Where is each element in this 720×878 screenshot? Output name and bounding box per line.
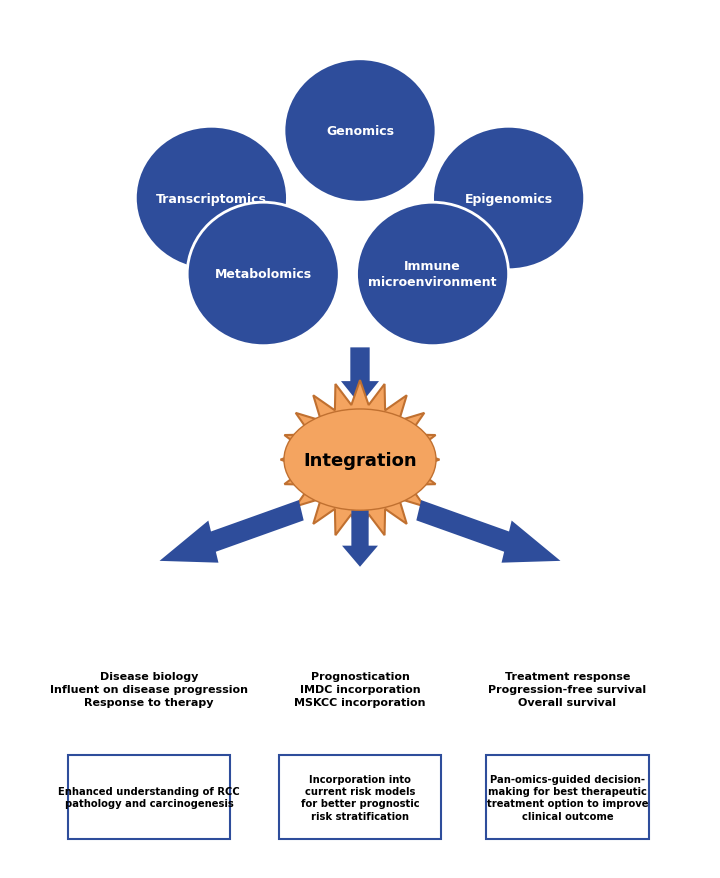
Ellipse shape	[356, 203, 508, 346]
Text: Pan-omics-guided decision-
making for best therapeutic
treatment option to impro: Pan-omics-guided decision- making for be…	[487, 774, 648, 821]
Text: Epigenomics: Epigenomics	[464, 192, 553, 205]
Text: Integration: Integration	[303, 451, 417, 469]
Text: Metabolomics: Metabolomics	[215, 268, 312, 281]
Text: Treatment response
Progression-free survival
Overall survival: Treatment response Progression-free surv…	[488, 671, 647, 707]
Polygon shape	[342, 511, 378, 567]
Polygon shape	[416, 500, 560, 563]
Polygon shape	[281, 381, 439, 539]
Text: Transcriptomics: Transcriptomics	[156, 192, 267, 205]
FancyBboxPatch shape	[68, 755, 230, 839]
FancyBboxPatch shape	[279, 755, 441, 839]
Text: Disease biology
Influent on disease progression
Response to therapy: Disease biology Influent on disease prog…	[50, 671, 248, 707]
Ellipse shape	[135, 127, 287, 270]
Text: Enhanced understanding of RCC
pathology and carcinogenesis: Enhanced understanding of RCC pathology …	[58, 786, 240, 809]
Ellipse shape	[187, 203, 339, 346]
Text: Prognostication
IMDC incorporation
MSKCC incorporation: Prognostication IMDC incorporation MSKCC…	[294, 671, 426, 707]
Polygon shape	[341, 348, 379, 406]
FancyBboxPatch shape	[486, 755, 649, 839]
Ellipse shape	[433, 127, 585, 270]
Text: Incorporation into
current risk models
for better prognostic
risk stratification: Incorporation into current risk models f…	[301, 774, 419, 821]
Text: Genomics: Genomics	[326, 125, 394, 138]
Ellipse shape	[284, 60, 436, 203]
Polygon shape	[160, 500, 304, 563]
Ellipse shape	[284, 409, 436, 511]
Text: Immune
microenvironment: Immune microenvironment	[369, 260, 497, 289]
